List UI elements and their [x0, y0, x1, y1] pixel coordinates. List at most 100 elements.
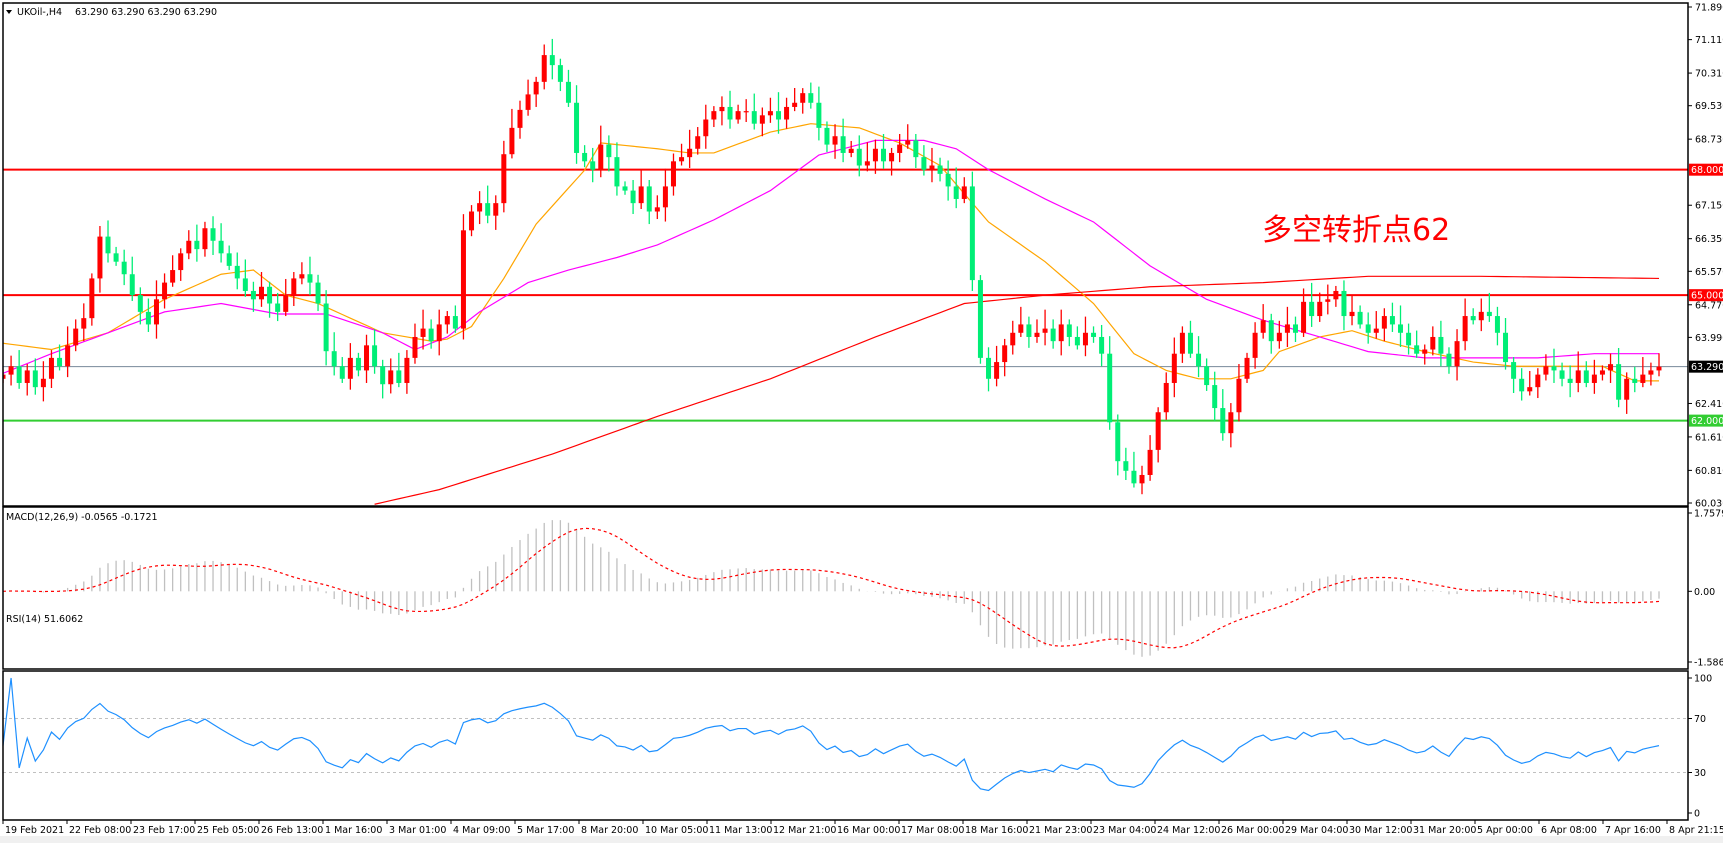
candle[interactable]: [1470, 308, 1476, 325]
candle[interactable]: [48, 350, 54, 388]
candle[interactable]: [1131, 451, 1137, 488]
candle[interactable]: [1575, 351, 1581, 393]
candle[interactable]: [541, 44, 547, 90]
candle[interactable]: [986, 347, 992, 392]
candle[interactable]: [533, 76, 539, 107]
candle[interactable]: [1284, 306, 1290, 348]
candle[interactable]: [267, 281, 273, 318]
candle[interactable]: [372, 329, 378, 374]
candle[interactable]: [1591, 359, 1597, 394]
candle[interactable]: [557, 58, 563, 92]
candle[interactable]: [1018, 306, 1024, 337]
candle[interactable]: [1519, 368, 1525, 401]
candle[interactable]: [1478, 298, 1484, 332]
candle[interactable]: [800, 88, 806, 114]
candle[interactable]: [840, 118, 846, 163]
dropdown-triangle-icon[interactable]: [6, 10, 12, 14]
candle[interactable]: [1171, 337, 1177, 398]
candle[interactable]: [202, 221, 208, 257]
candle[interactable]: [889, 147, 895, 176]
candle[interactable]: [881, 133, 887, 169]
candle[interactable]: [8, 355, 14, 386]
candle[interactable]: [444, 311, 450, 334]
candle[interactable]: [1535, 368, 1541, 399]
candle[interactable]: [485, 185, 491, 224]
candle[interactable]: [1616, 347, 1622, 408]
candle[interactable]: [646, 180, 652, 225]
candle[interactable]: [477, 191, 483, 225]
candle[interactable]: [1551, 348, 1557, 383]
candle[interactable]: [307, 256, 313, 296]
candle[interactable]: [897, 133, 903, 163]
candle[interactable]: [145, 298, 151, 332]
candle[interactable]: [162, 273, 168, 309]
candle[interactable]: [913, 133, 919, 169]
candle[interactable]: [226, 245, 232, 271]
candle[interactable]: [121, 249, 127, 286]
candle[interactable]: [380, 359, 386, 399]
candle[interactable]: [388, 358, 394, 394]
candle[interactable]: [469, 205, 475, 237]
candle[interactable]: [1091, 326, 1097, 343]
candle[interactable]: [509, 108, 515, 159]
candle[interactable]: [32, 358, 38, 395]
candle[interactable]: [1034, 319, 1040, 343]
candle[interactable]: [1260, 304, 1266, 339]
candle[interactable]: [1220, 389, 1226, 441]
rsi-panel[interactable]: [2, 677, 1688, 792]
candle[interactable]: [1123, 447, 1129, 480]
candle[interactable]: [1292, 316, 1298, 342]
candle[interactable]: [396, 352, 402, 388]
candle[interactable]: [638, 170, 644, 209]
candle[interactable]: [945, 160, 951, 201]
candle[interactable]: [283, 278, 289, 317]
candle[interactable]: [186, 230, 192, 260]
candle[interactable]: [493, 195, 499, 230]
candle[interactable]: [258, 272, 264, 307]
candle[interactable]: [1422, 344, 1428, 365]
candle[interactable]: [57, 344, 63, 371]
candle[interactable]: [614, 142, 620, 196]
candle[interactable]: [824, 121, 830, 153]
candle[interactable]: [517, 100, 523, 139]
candle[interactable]: [1341, 280, 1347, 331]
candle[interactable]: [89, 273, 95, 326]
candle[interactable]: [961, 177, 967, 204]
candle[interactable]: [355, 352, 361, 377]
candle[interactable]: [364, 334, 370, 383]
candle[interactable]: [428, 319, 434, 349]
candle[interactable]: [436, 309, 442, 356]
candle[interactable]: [1373, 311, 1379, 339]
candle[interactable]: [1010, 320, 1016, 355]
macd-panel[interactable]: [3, 520, 1660, 657]
candle[interactable]: [679, 143, 685, 166]
candle[interactable]: [1301, 288, 1307, 337]
candle[interactable]: [759, 107, 765, 137]
candle[interactable]: [242, 259, 248, 297]
candle[interactable]: [1511, 357, 1517, 394]
candle[interactable]: [1074, 326, 1080, 350]
candle[interactable]: [1309, 282, 1315, 327]
candle[interactable]: [1244, 352, 1250, 383]
candle[interactable]: [275, 292, 281, 322]
candle[interactable]: [1438, 320, 1444, 367]
candle[interactable]: [1187, 320, 1193, 358]
candle[interactable]: [622, 181, 628, 195]
candle[interactable]: [1, 369, 6, 383]
candle[interactable]: [291, 272, 297, 307]
candle[interactable]: [1632, 366, 1638, 393]
candle[interactable]: [711, 106, 717, 128]
candle[interactable]: [412, 323, 418, 364]
annotation-text[interactable]: 多空转折点62: [1262, 213, 1450, 248]
price-panel[interactable]: [1, 38, 1689, 505]
candle[interactable]: [1640, 357, 1646, 388]
candle[interactable]: [1147, 435, 1153, 481]
candle[interactable]: [953, 167, 959, 209]
candle[interactable]: [452, 305, 458, 333]
candle[interactable]: [1648, 362, 1654, 386]
candle[interactable]: [1608, 353, 1614, 383]
candle[interactable]: [630, 180, 636, 215]
candle[interactable]: [565, 69, 571, 107]
candle[interactable]: [775, 92, 781, 134]
